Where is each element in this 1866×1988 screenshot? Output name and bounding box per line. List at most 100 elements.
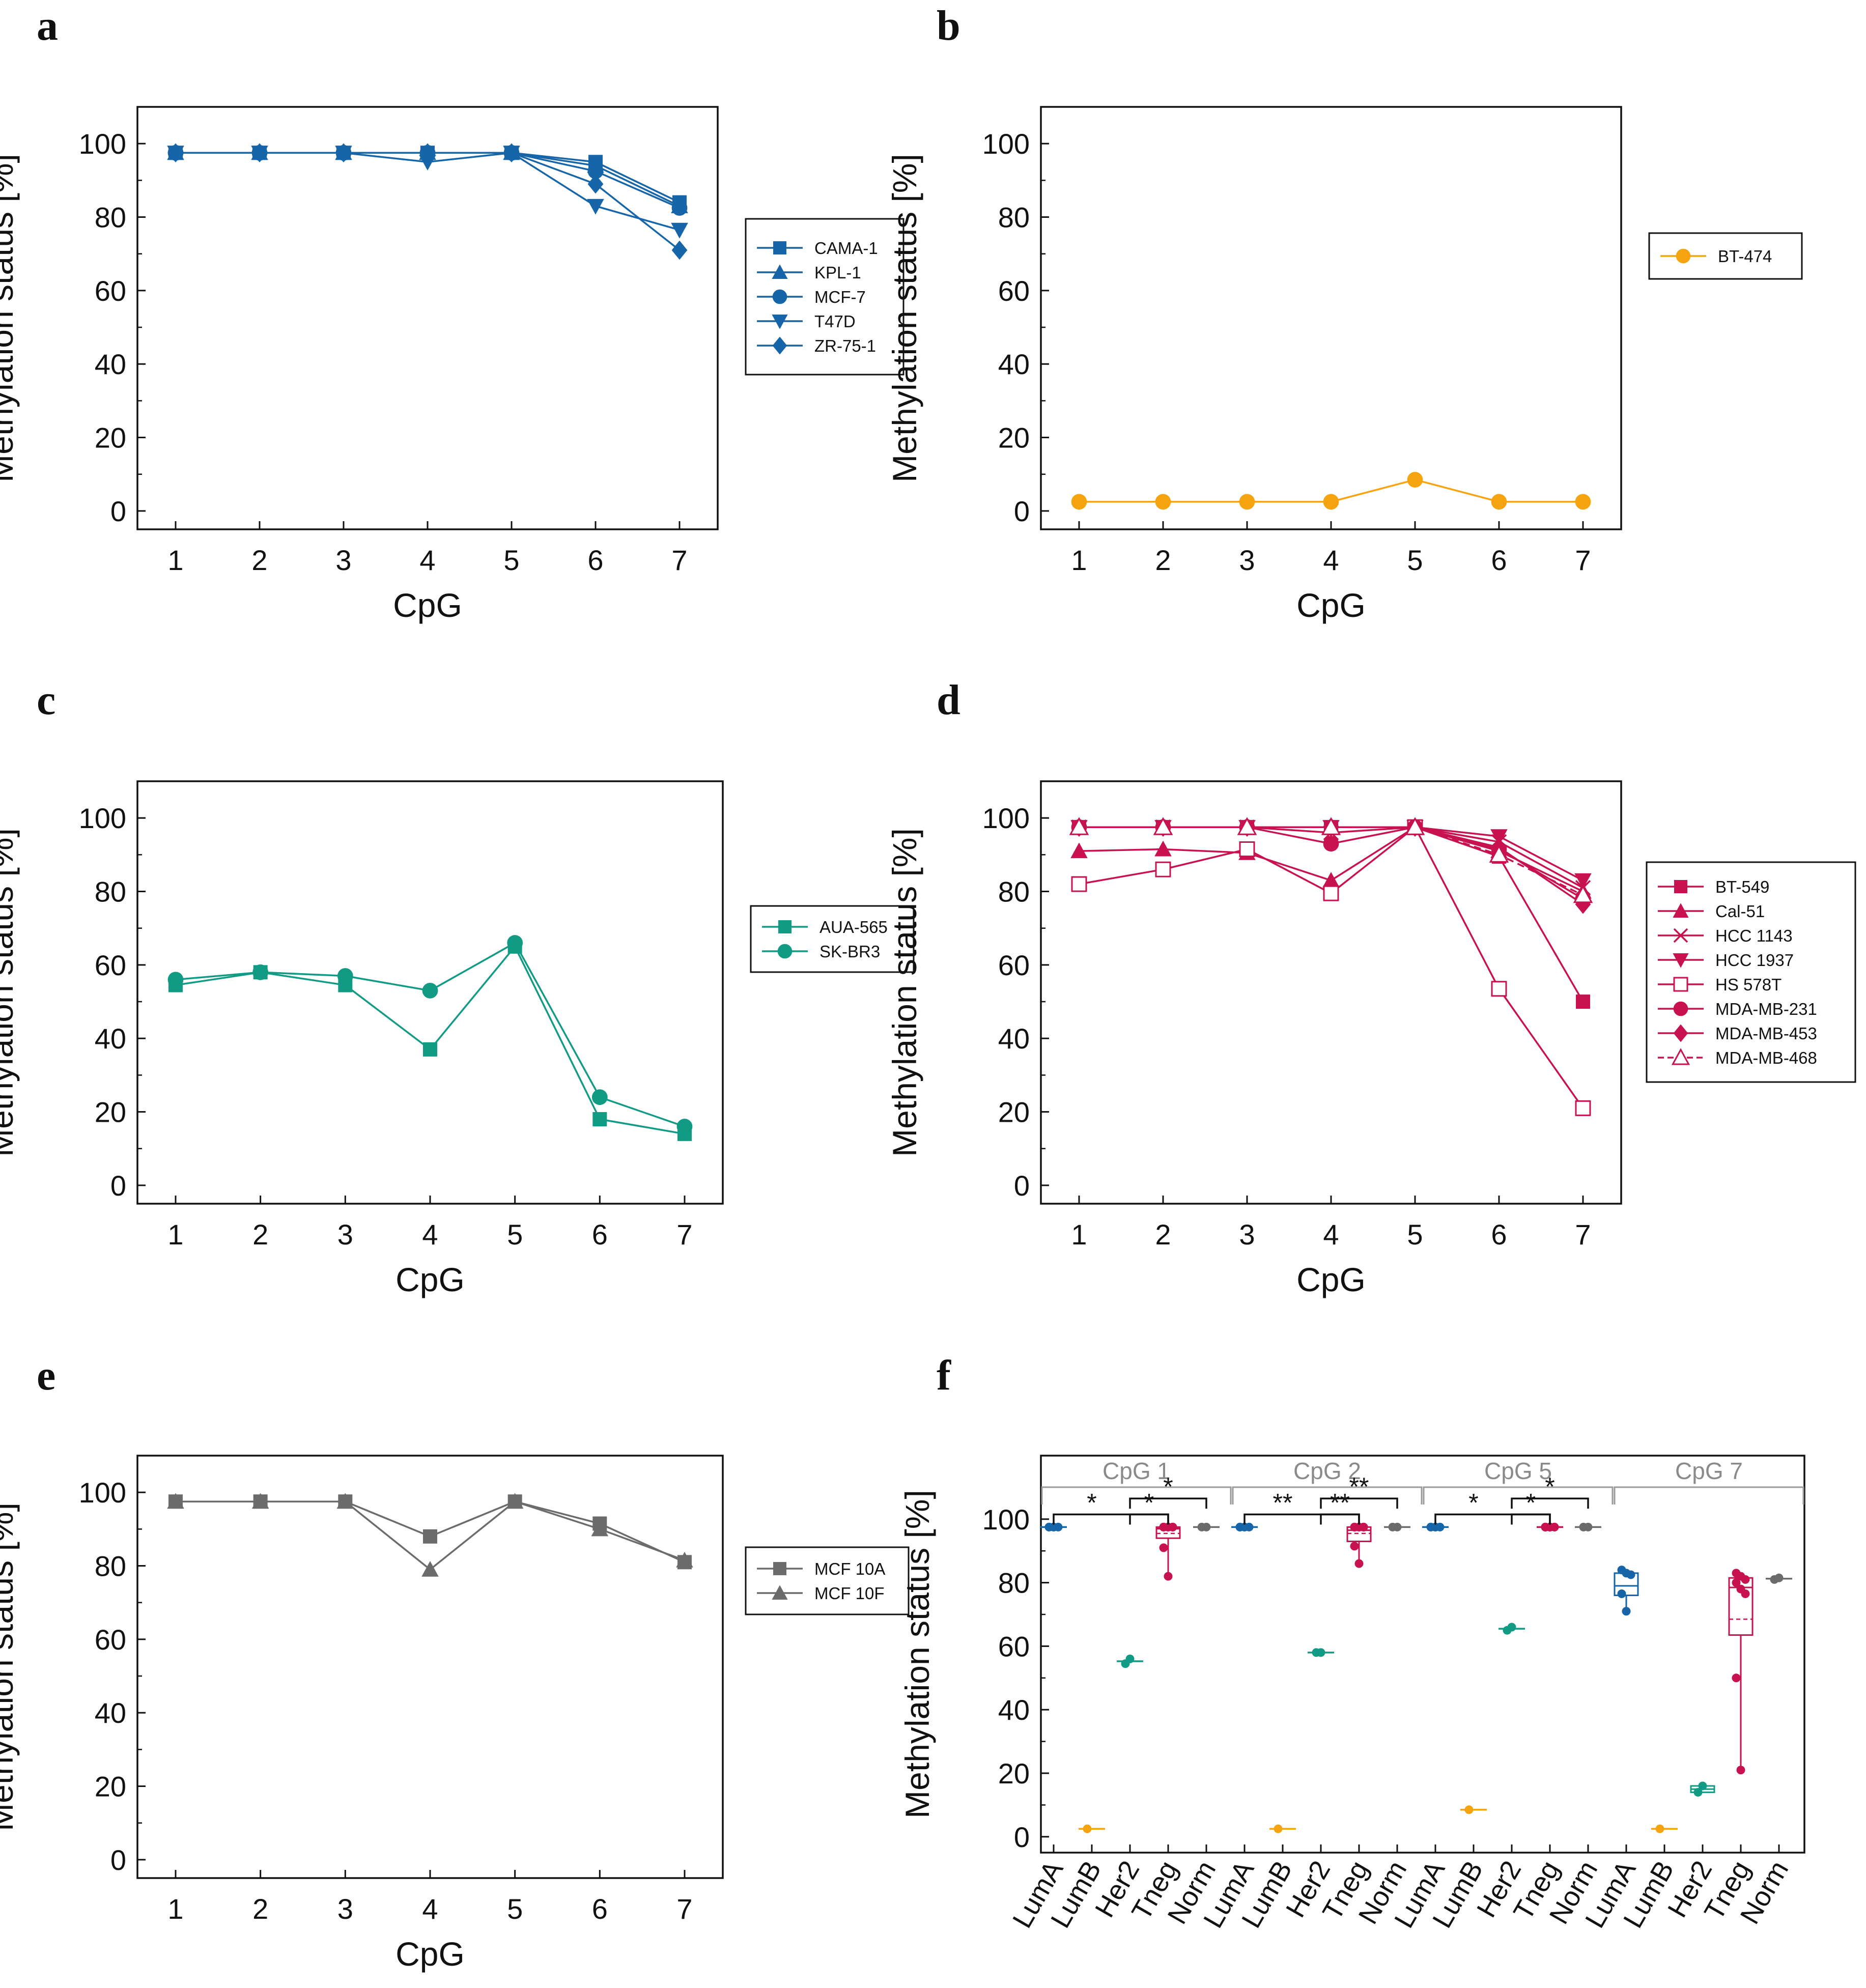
point-bt-474-1 xyxy=(1071,494,1087,510)
point-aua-565-6 xyxy=(592,1112,607,1126)
x-tick-label-6: 6 xyxy=(587,544,603,576)
legend-label-bt-549: BT-549 xyxy=(1715,877,1769,896)
x-tick-label-1: 1 xyxy=(167,544,183,576)
legend-marker-mcf-7 xyxy=(772,289,787,304)
point-hs-578t-2 xyxy=(1155,861,1171,877)
legend-marker-mda-mb-231 xyxy=(1673,1001,1688,1016)
x-tick-label-1: 1 xyxy=(1071,544,1087,576)
panel-c-label: c xyxy=(37,676,55,724)
group-label-cpg-7: CpG 7 xyxy=(1675,1458,1743,1484)
y-tick-label-80: 80 xyxy=(998,1567,1030,1599)
y-tick-label-100: 100 xyxy=(79,128,126,160)
y-tick-label-0: 0 xyxy=(1014,1821,1030,1853)
point-zr-75-1-7 xyxy=(671,240,688,260)
legend-label-bt-474: BT-474 xyxy=(1718,247,1772,266)
x-tick-label-7: 7 xyxy=(1575,544,1591,576)
point-mda-mb-468-3 xyxy=(1237,817,1257,835)
legend-label-mda-mb-231: MDA-MB-231 xyxy=(1715,1000,1817,1018)
panel-f: f 0 20 40 60 80 100 Methylation status [%] CpG … xyxy=(898,1352,1805,1933)
legend-marker-hs-578t xyxy=(1673,977,1688,992)
y-tick-label-40: 40 xyxy=(998,1023,1030,1055)
y-tick-label-80: 80 xyxy=(998,876,1030,908)
x-tick-label-2: 2 xyxy=(1155,1218,1171,1251)
box-point-cpg-7-her2-2 xyxy=(1698,1781,1707,1791)
box-point-cpg-2-tneg-7 xyxy=(1350,1542,1359,1551)
box-point-cpg-5-tneg-8 xyxy=(1545,1522,1554,1531)
box-point-cpg-2-norm-2 xyxy=(1393,1522,1402,1531)
legend-marker-hcc-1143 xyxy=(1673,928,1688,943)
point-mcf-10a-4 xyxy=(423,1529,437,1544)
x-axis-title: CpG xyxy=(1296,1261,1366,1298)
point-bt-474-4 xyxy=(1323,494,1339,510)
panel-f-label: f xyxy=(937,1352,951,1399)
y-tick-label-80: 80 xyxy=(998,202,1030,234)
x-tick-label-2: 2 xyxy=(251,544,267,576)
group-bracket-cpg-5 xyxy=(1423,1486,1614,1504)
group-bracket-cpg-2 xyxy=(1232,1486,1423,1504)
x-tick-label-4: 4 xyxy=(1323,1218,1339,1251)
legend-label-mcf-10f: MCF 10F xyxy=(814,1584,885,1603)
box-point-cpg-5-lumb-1 xyxy=(1464,1805,1474,1814)
sig-label-cpg-5-2: * xyxy=(1526,1488,1536,1517)
point-sk-br3-3 xyxy=(337,968,353,984)
y-tick-label-0: 0 xyxy=(1014,1170,1030,1202)
point-hs-578t-7 xyxy=(1575,1100,1591,1116)
legend-label-cama-1: CAMA-1 xyxy=(814,239,878,258)
point-hs-578t-6 xyxy=(1491,981,1507,997)
y-axis-title: Methylation status [%] xyxy=(886,828,923,1157)
x-tick-label-6: 6 xyxy=(592,1218,608,1251)
legend-marker-cal-51 xyxy=(1673,903,1689,918)
y-tick-label-80: 80 xyxy=(95,202,126,234)
x-tick-label-3: 3 xyxy=(1239,1218,1255,1251)
legend-marker-zr-75-1 xyxy=(772,336,787,355)
y-axis-title: Methylation status [%] xyxy=(0,828,20,1157)
point-mda-mb-231-4 xyxy=(1323,836,1339,852)
y-tick-label-40: 40 xyxy=(95,1023,126,1055)
point-zr-75-1-4 xyxy=(419,143,436,163)
y-tick-label-80: 80 xyxy=(95,876,126,908)
box-point-cpg-1-tneg-7 xyxy=(1159,1543,1168,1552)
point-cal-51-1 xyxy=(1070,842,1088,859)
group-label-cpg-5: CpG 5 xyxy=(1484,1458,1552,1484)
point-mcf-10f-6 xyxy=(591,1520,609,1537)
box-point-cpg-2-her2-2 xyxy=(1316,1648,1325,1657)
x-tick-label-7: 7 xyxy=(676,1218,692,1251)
box-point-cpg-1-luma-5 xyxy=(1049,1522,1058,1531)
y-tick-label-0: 0 xyxy=(110,1844,126,1876)
point-mcf-10f-4 xyxy=(421,1560,439,1577)
x-axis-title: CpG xyxy=(393,586,462,624)
legend-marker-mcf-10f xyxy=(772,1585,788,1600)
point-mda-mb-468-4 xyxy=(1321,817,1341,835)
point-zr-75-1-1 xyxy=(167,143,184,163)
panel-b-plot: 0 20 40 60 80 100 Methylation status [%] 1 2 3 4 5 6… xyxy=(886,106,1803,624)
point-mcf-7-6 xyxy=(587,163,604,179)
point-t47d-4 xyxy=(419,155,436,171)
legend-label-cal-51: Cal-51 xyxy=(1715,902,1765,921)
x-tick-label-1: 1 xyxy=(167,1893,183,1925)
legend-marker-bt-549 xyxy=(1674,880,1687,893)
y-tick-label-80: 80 xyxy=(95,1550,126,1582)
x-tick-label-5: 5 xyxy=(507,1218,523,1251)
x-axis-title: CpG xyxy=(395,1261,465,1298)
x-tick-label-4: 4 xyxy=(419,544,435,576)
box-point-cpg-1-her2-2 xyxy=(1125,1654,1135,1663)
box-point-cpg-7-norm-2 xyxy=(1774,1573,1784,1582)
plot-frame xyxy=(1040,1455,1805,1854)
sig-bracket-cpg-5-3 xyxy=(1511,1497,1589,1509)
x-tick-label-6: 6 xyxy=(1491,1218,1507,1251)
point-aua-565-4 xyxy=(423,1042,437,1057)
point-mcf-7-7 xyxy=(671,200,688,216)
box-point-cpg-1-tneg-8 xyxy=(1164,1572,1173,1581)
sig-bracket-cpg-2-2 xyxy=(1320,1513,1360,1525)
legend-marker-aua-565 xyxy=(778,920,791,933)
y-tick-label-60: 60 xyxy=(95,949,126,981)
x-axis-title: CpG xyxy=(1296,586,1366,624)
y-tick-label-60: 60 xyxy=(95,1624,126,1656)
x-tick-label-2: 2 xyxy=(252,1893,268,1925)
box-point-cpg-2-luma-5 xyxy=(1240,1522,1249,1531)
box-point-cpg-1-norm-2 xyxy=(1202,1522,1211,1531)
x-tick-label-4: 4 xyxy=(422,1218,438,1251)
point-sk-br3-6 xyxy=(591,1089,608,1105)
y-axis-title: Methylation status [%] xyxy=(886,154,923,482)
